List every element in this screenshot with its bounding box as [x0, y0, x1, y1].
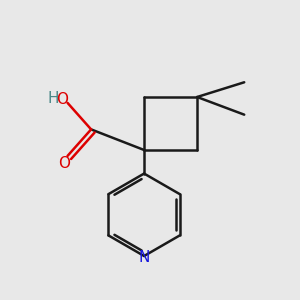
- Text: N: N: [138, 250, 150, 265]
- Text: H: H: [47, 91, 58, 106]
- Text: O: O: [58, 156, 70, 171]
- Text: O: O: [56, 92, 68, 107]
